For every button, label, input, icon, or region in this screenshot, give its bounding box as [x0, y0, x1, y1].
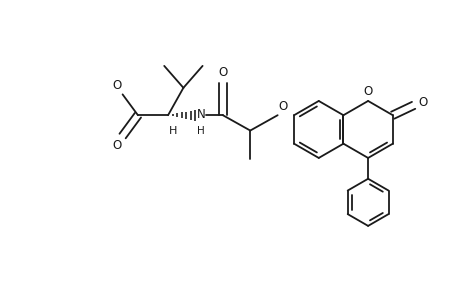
Text: O: O: [418, 96, 427, 109]
Text: H: H: [196, 125, 204, 136]
Text: O: O: [278, 100, 287, 113]
Text: O: O: [218, 66, 227, 79]
Text: O: O: [112, 79, 122, 92]
Text: O: O: [112, 140, 122, 152]
Text: N: N: [196, 108, 205, 121]
Text: H: H: [169, 125, 177, 136]
Text: O: O: [363, 85, 372, 98]
